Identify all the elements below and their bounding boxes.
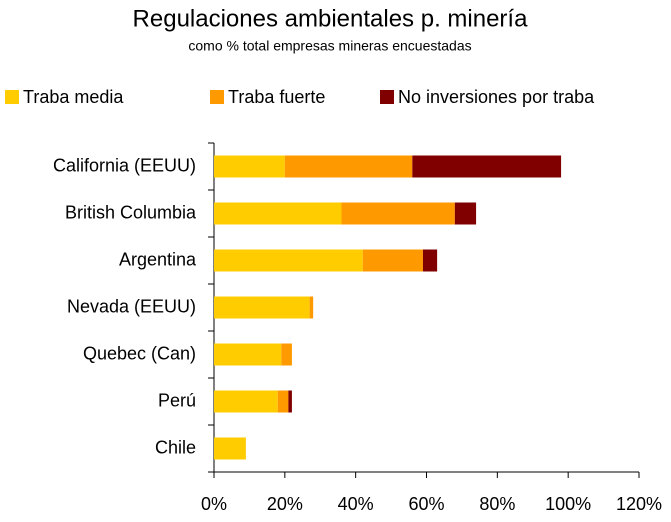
legend-label: Traba media (23, 87, 124, 107)
bar-segment (288, 390, 292, 413)
bar-segment (284, 155, 413, 178)
x-tick-label: 40% (338, 494, 374, 514)
x-tick-label: 100% (545, 494, 591, 514)
legend-swatch (210, 90, 224, 104)
chart-title: Regulaciones ambientales p. minería (133, 5, 529, 32)
legend-label: Traba fuerte (228, 87, 325, 107)
chart-subtitle: como % total empresas mineras encuestada… (188, 38, 471, 54)
bar-segment (214, 343, 282, 366)
bar-segment (214, 437, 246, 460)
y-tick-label: Perú (158, 390, 196, 410)
y-tick-label: Nevada (EEUU) (67, 296, 196, 316)
y-tick-label: California (EEUU) (53, 155, 196, 175)
bar-segment (214, 155, 285, 178)
bar-segment (412, 155, 562, 178)
bar-segment (362, 249, 423, 272)
x-tick-label: 60% (408, 494, 444, 514)
legend-label: No inversiones por traba (398, 87, 595, 107)
bar-segment (214, 249, 363, 272)
bar-segment (214, 296, 310, 319)
legend-swatch (5, 90, 19, 104)
bar-segment (281, 343, 292, 366)
bar-segment (214, 202, 342, 225)
bar-segment (454, 202, 477, 225)
y-tick-label: British Columbia (65, 202, 197, 222)
y-tick-label: Chile (155, 437, 196, 457)
bar-segment (277, 390, 289, 413)
bar-segment (309, 296, 314, 319)
legend-swatch (380, 90, 394, 104)
x-tick-label: 0% (201, 494, 227, 514)
bar-segment (422, 249, 438, 272)
x-tick-label: 20% (267, 494, 303, 514)
x-tick-label: 120% (616, 494, 662, 514)
y-tick-label: Quebec (Can) (83, 343, 196, 363)
bar-segment (214, 390, 278, 413)
x-tick-label: 80% (479, 494, 515, 514)
bar-segment (341, 202, 455, 225)
y-tick-label: Argentina (119, 249, 197, 269)
